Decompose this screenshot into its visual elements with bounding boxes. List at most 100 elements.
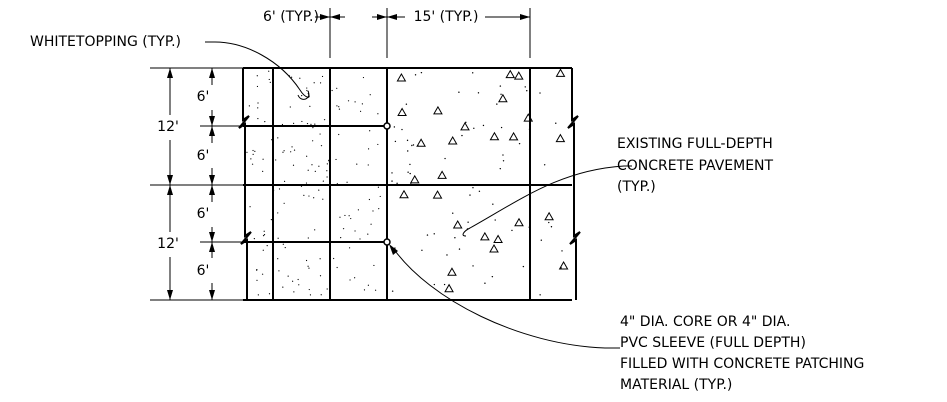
texture-mark — [433, 283, 436, 286]
texture-mark — [336, 266, 338, 269]
texture-mark — [301, 95, 303, 97]
callout-text: CONCRETE PAVEMENT — [617, 158, 774, 174]
texture-mark — [282, 286, 284, 288]
texture-mark — [473, 127, 475, 129]
texture-mark — [290, 151, 292, 153]
texture-mark — [498, 93, 508, 103]
texture-mark — [256, 269, 258, 271]
texture-mark — [460, 121, 470, 131]
texture-mark — [348, 247, 351, 249]
texture-mark — [469, 194, 471, 196]
texture-mark — [275, 159, 277, 161]
texture-mark — [268, 293, 271, 295]
texture-mark — [323, 119, 326, 121]
texture-mark — [494, 219, 496, 221]
texture-mark — [319, 275, 322, 277]
texture-mark — [523, 113, 534, 122]
texture-mark — [293, 291, 295, 293]
texture-mark — [256, 279, 258, 281]
texture-mark — [348, 215, 350, 217]
texture-mark — [326, 163, 328, 165]
texture-mark — [338, 106, 340, 108]
texture-mark — [326, 170, 328, 172]
texture-mark — [336, 87, 338, 89]
texture-mark — [369, 94, 371, 96]
texture-mark — [539, 92, 541, 94]
texture-mark — [291, 146, 293, 148]
texture-mark — [248, 105, 250, 107]
texture-mark — [246, 151, 248, 153]
texture-mark — [278, 270, 280, 272]
texture-mark — [401, 128, 403, 131]
left-dimension: 12' 12' 6' 6' 6' 6' — [150, 67, 243, 301]
texture-mark — [344, 214, 346, 217]
texture-mark — [561, 250, 563, 252]
leader — [205, 41, 310, 98]
texture-mark — [432, 190, 443, 199]
arrow — [389, 244, 398, 255]
texture-mark — [262, 235, 265, 237]
texture-mark — [406, 139, 409, 142]
curl — [297, 90, 310, 100]
texture-mark — [307, 169, 309, 171]
texture-mark — [297, 278, 299, 281]
texture-mark — [444, 157, 446, 160]
texture-mark — [467, 221, 469, 223]
texture-mark — [437, 170, 447, 179]
texture-mark — [443, 283, 446, 286]
texture-mark — [256, 75, 258, 77]
texture-mark — [409, 174, 420, 184]
texture-mark — [377, 113, 379, 115]
texture-mark — [472, 72, 474, 74]
texture-mark — [511, 229, 513, 232]
texture-mark — [447, 135, 458, 145]
texture-mark — [250, 158, 252, 160]
texture-mark — [321, 75, 324, 78]
texture-mark — [359, 238, 361, 240]
texture-mark — [319, 258, 321, 260]
texture-mark — [505, 69, 516, 79]
texture-mark — [252, 149, 254, 152]
texture-mark — [299, 77, 301, 79]
texture-mark — [550, 226, 553, 228]
texture-mark — [409, 172, 411, 175]
texture-mark — [318, 189, 320, 191]
texture-mark — [340, 237, 342, 239]
texture-mark — [313, 197, 315, 199]
texture-mark — [458, 91, 460, 93]
left-edge — [238, 68, 252, 300]
texture-mark — [452, 212, 454, 214]
texture-mark — [284, 246, 286, 249]
extension-lines — [150, 67, 243, 301]
texture-mark — [289, 106, 291, 108]
texture-mark — [313, 82, 315, 84]
leader — [462, 165, 632, 237]
texture-mark — [309, 294, 312, 296]
texture-mark — [354, 230, 356, 232]
texture-mark — [477, 92, 480, 94]
texture-mark — [372, 210, 374, 212]
leader — [392, 247, 620, 349]
texture-mark — [369, 130, 371, 132]
texture-mark — [312, 140, 314, 142]
texture-mark — [338, 108, 341, 110]
texture-mark — [249, 206, 251, 208]
callout-text: FILLED WITH CONCRETE PATCHING — [620, 356, 864, 372]
dim-label: 6' (TYP.) — [263, 9, 319, 25]
texture-mark — [256, 85, 259, 88]
arrows — [330, 14, 387, 20]
texture-mark — [277, 137, 279, 139]
texture-mark — [359, 110, 362, 112]
callout-text: MATERIAL (TYP.) — [620, 377, 732, 393]
texture-mark — [336, 105, 338, 107]
texture-mark — [489, 244, 499, 253]
texture-mark — [251, 163, 254, 165]
texture-mark — [508, 131, 519, 141]
joints — [243, 67, 572, 301]
texture-mark — [292, 164, 295, 166]
texture-mark — [500, 93, 502, 95]
texture-mark — [409, 163, 411, 166]
texture-mark — [396, 73, 407, 82]
texture-mark — [446, 254, 448, 256]
texture-mark — [354, 277, 356, 279]
